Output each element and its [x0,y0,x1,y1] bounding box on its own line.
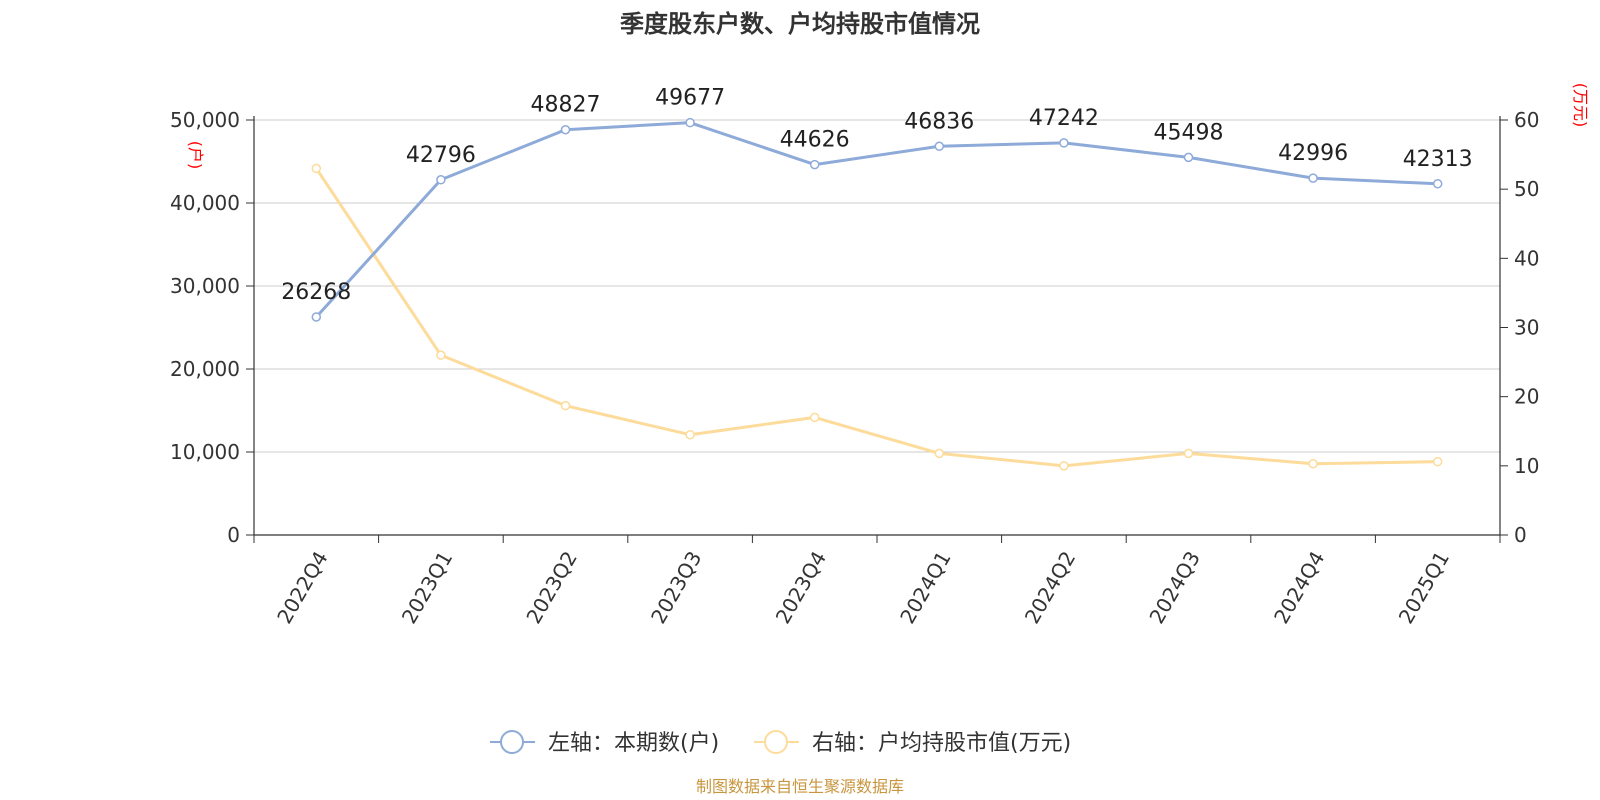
left-tick-label: 10,000 [170,440,240,464]
data-label: 48827 [531,93,601,118]
right-axis-unit: (万元) [1571,83,1590,128]
left-tick-label: 40,000 [170,191,240,215]
left-tick-label: 20,000 [170,357,240,381]
shareholder-count-point[interactable] [560,124,571,135]
left-axis-unit: (户) [186,141,205,170]
shareholder-count-point[interactable] [311,312,322,322]
shareholder-count-point[interactable] [1308,173,1318,183]
data-label: 42796 [406,143,476,168]
data-label: 26268 [281,280,351,305]
series-avg-holding-value [311,163,1443,471]
avg-holding-value-point[interactable] [1059,461,1069,471]
legend-item-right-series[interactable]: 右轴：户均持股市值(万元) [754,730,1071,756]
avg-holding-value-point[interactable] [311,163,322,174]
x-tick-label: 2025Q1 [1394,547,1454,628]
left-axis-ticks: 0 10,000 20,000 30,000 40,000 50,000 [170,108,254,547]
source-note: 制图数据来自恒生聚源数据库 [696,777,904,796]
avg-holding-value-line [315,167,1438,468]
shareholder-count-point[interactable] [1183,152,1194,163]
avg-holding-value-point[interactable] [1432,456,1443,467]
shareholder-count-point[interactable] [934,141,945,152]
shareholder-count-point[interactable] [436,175,446,185]
chart-title: 季度股东户数、户均持股市值情况 [620,10,980,38]
left-tick-label: 50,000 [170,108,240,132]
data-label: 47242 [1029,106,1099,131]
avg-holding-value-point[interactable] [1183,448,1194,459]
x-tick-label: 2022Q4 [272,547,332,628]
right-tick-label: 60 [1514,108,1539,132]
left-tick-label: 0 [227,523,240,547]
left-tick-label: 30,000 [170,274,240,298]
x-tick-label: 2024Q4 [1269,547,1329,628]
data-labels: 26268 42796 48827 49677 44626 46836 47242 45498… [281,86,1472,305]
data-label: 44626 [780,128,850,153]
data-label: 49677 [655,86,725,111]
shareholder-count-point[interactable] [1059,138,1069,148]
data-label: 42996 [1278,141,1348,166]
right-tick-label: 20 [1514,385,1539,409]
data-label: 42313 [1403,147,1473,172]
right-tick-label: 50 [1514,177,1539,201]
x-tick-label: 2023Q1 [397,547,457,628]
legend-label-right: 右轴：户均持股市值(万元) [812,731,1071,756]
x-axis-ticks: 2022Q4 2023Q1 2023Q2 2023Q3 2023Q4 2024Q1 2024… [253,535,1501,628]
x-tick-label: 2023Q2 [521,547,581,628]
shareholder-count-line [315,121,1438,318]
avg-holding-value-point[interactable] [809,412,820,423]
series-shareholder-count [311,117,1443,322]
avg-holding-value-point[interactable] [436,350,446,360]
legend-item-left-series[interactable]: 左轴：本期数(户) [490,730,719,756]
avg-holding-value-point[interactable] [685,429,695,440]
right-tick-label: 0 [1514,523,1527,547]
avg-holding-value-point[interactable] [1308,459,1318,469]
legend-label-left: 左轴：本期数(户) [548,731,719,756]
x-tick-label: 2023Q4 [771,547,831,628]
x-tick-label: 2024Q2 [1020,547,1080,628]
legend-marker-left [500,730,524,754]
x-tick-label: 2024Q1 [895,547,955,628]
shareholder-count-point[interactable] [809,159,820,170]
legend-marker-right [764,730,788,754]
right-tick-label: 30 [1514,316,1539,340]
data-label: 46836 [904,109,974,134]
legend[interactable]: 左轴：本期数(户) 右轴：户均持股市值(万元) [490,730,1071,756]
shareholder-count-point[interactable] [685,117,695,128]
x-tick-label: 2023Q3 [646,547,706,628]
x-tick-label: 2024Q3 [1144,547,1204,628]
right-tick-label: 10 [1514,454,1539,478]
right-tick-label: 40 [1514,246,1539,270]
shareholder-count-point[interactable] [1432,179,1443,189]
grid-lines [254,119,1500,453]
right-axis-ticks: 0 10 20 30 40 50 60 [1500,108,1539,547]
avg-holding-value-point[interactable] [934,448,945,459]
avg-holding-value-point[interactable] [560,400,571,411]
data-label: 45498 [1154,120,1224,145]
